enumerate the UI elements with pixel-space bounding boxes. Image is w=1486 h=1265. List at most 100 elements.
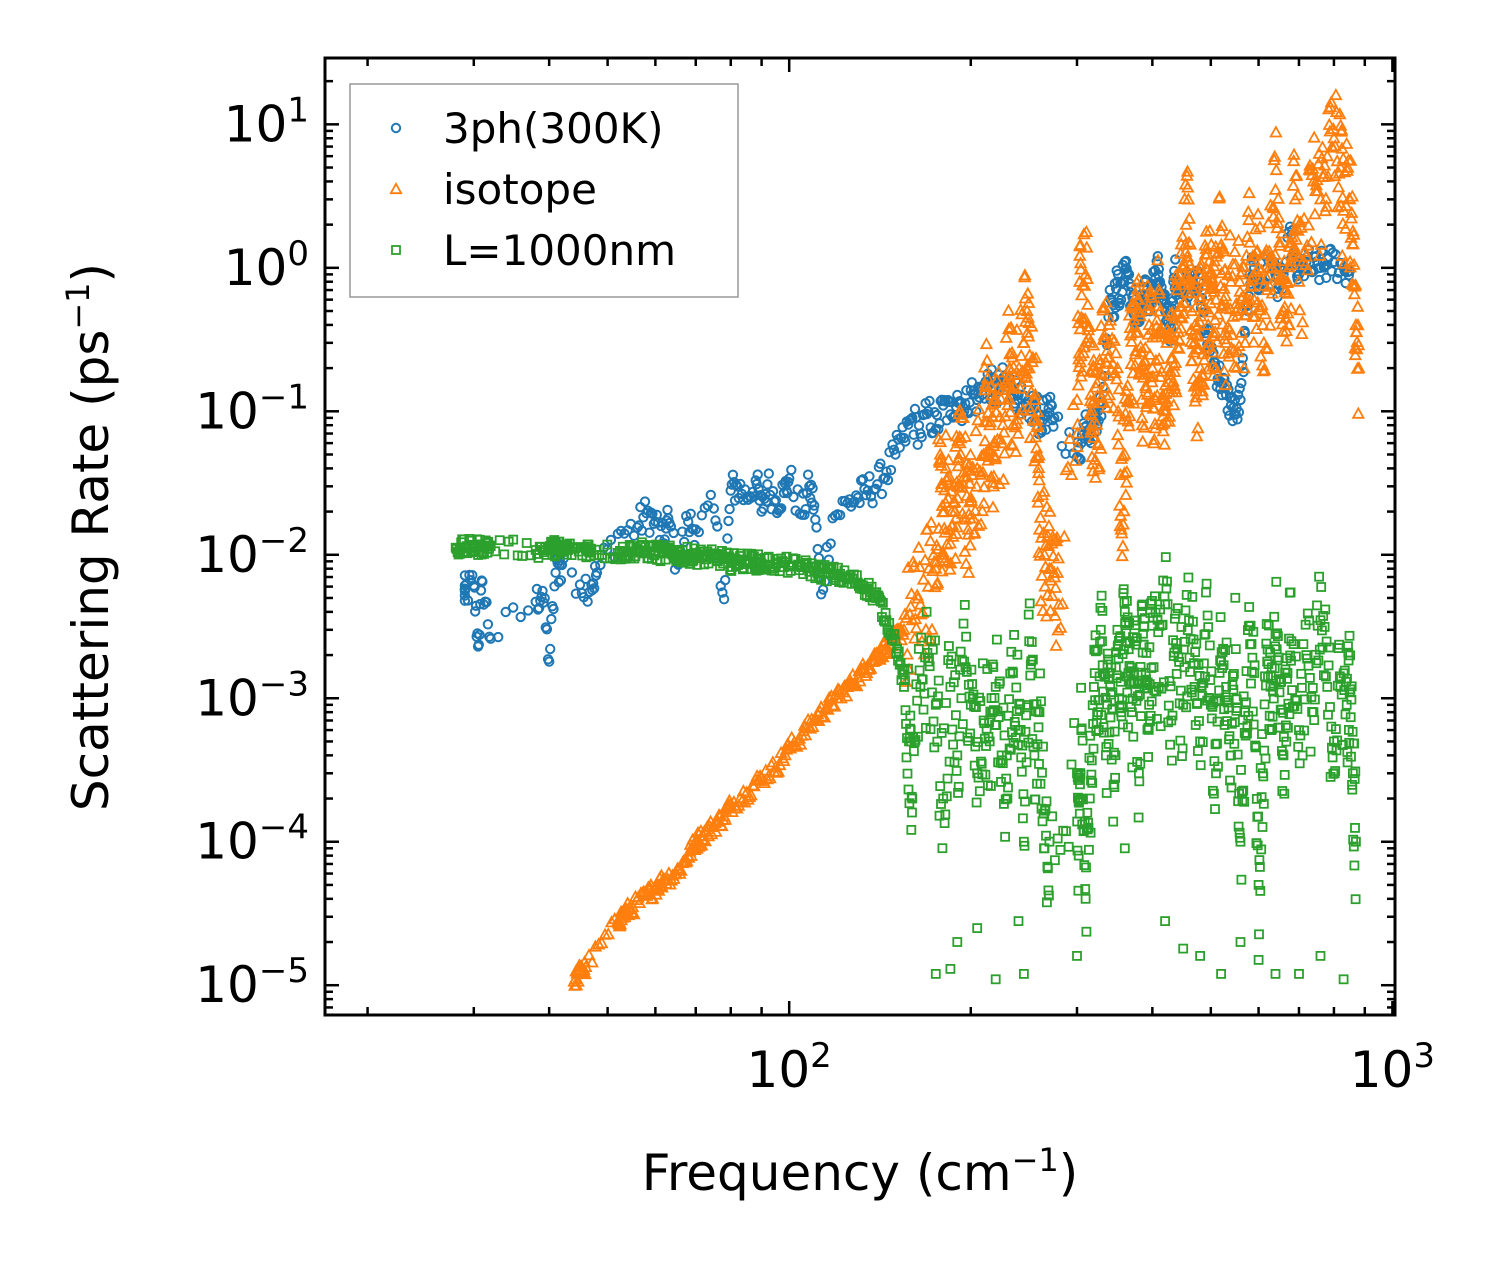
series-boundary-point — [1310, 694, 1320, 705]
series-isotope-point — [1280, 274, 1295, 287]
series-isotope-point — [1259, 340, 1273, 354]
series-isotope-point — [1231, 345, 1245, 358]
legend-marker-2 — [391, 245, 401, 255]
series-3ph-point — [1233, 407, 1245, 418]
series-isotope-point — [1090, 376, 1104, 389]
series-isotope-point — [1219, 335, 1233, 348]
series-boundary-point — [998, 702, 1009, 713]
series-boundary-point — [935, 781, 946, 791]
series-isotope-point — [975, 503, 990, 517]
series-isotope-point — [1216, 244, 1231, 257]
series-isotope-point — [1128, 358, 1142, 371]
series-boundary-point — [499, 549, 510, 560]
series-boundary-point — [1086, 775, 1096, 786]
series-isotope-point — [968, 503, 983, 516]
series-3ph-point — [809, 500, 820, 511]
series-boundary-point — [1269, 611, 1280, 622]
series-isotope-point — [1032, 473, 1047, 486]
series-isotope-point — [1335, 248, 1350, 261]
series-isotope-point — [571, 974, 585, 987]
series-isotope-point — [1271, 210, 1286, 223]
series-isotope-point — [1042, 518, 1056, 532]
series-boundary-point — [1170, 613, 1180, 624]
series-isotope-point — [977, 496, 991, 509]
series-isotope-point — [1130, 282, 1145, 295]
series-boundary-point — [937, 843, 948, 854]
series-boundary-point — [1230, 592, 1241, 603]
series-isotope-point — [956, 410, 971, 424]
series-boundary-point — [1016, 766, 1027, 777]
series-boundary-point — [1075, 769, 1086, 780]
series-boundary-point — [1099, 727, 1109, 738]
series-boundary-point — [1026, 656, 1037, 667]
series-isotope-point — [1180, 249, 1195, 262]
series-isotope-point — [924, 515, 938, 528]
series-isotope-point — [1009, 444, 1023, 457]
series-boundary-point — [1343, 641, 1353, 652]
series-isotope-point — [1208, 361, 1223, 374]
series-3ph-point — [544, 656, 555, 667]
series-isotope-point — [939, 428, 953, 441]
series-boundary-point — [763, 551, 774, 562]
series-isotope-point — [1075, 364, 1089, 377]
series-isotope-point — [1229, 360, 1244, 373]
series-boundary-point — [1201, 578, 1212, 589]
series-boundary-point — [1281, 720, 1291, 731]
series-boundary-point — [1194, 716, 1204, 726]
series-boundary-point — [952, 750, 963, 761]
series-boundary-point — [941, 791, 952, 802]
series-3ph-point — [508, 602, 519, 613]
series-boundary-point — [1274, 687, 1285, 698]
series-isotope-point — [1133, 309, 1148, 322]
series-boundary-point — [1283, 722, 1293, 733]
series-boundary-point — [1247, 706, 1258, 717]
legend-label-boundary: L=1000nm — [443, 226, 676, 275]
series-boundary-point — [1302, 608, 1313, 619]
series-isotope-point — [1018, 268, 1032, 281]
series-boundary-point — [1069, 718, 1080, 728]
series-isotope-point — [1191, 421, 1205, 434]
series-boundary-point — [1122, 596, 1132, 606]
series-isotope-point — [943, 562, 957, 575]
series-isotope-point — [577, 955, 592, 968]
series-isotope-point — [923, 533, 938, 547]
series-boundary-point — [1292, 704, 1303, 714]
series-isotope-point — [1142, 303, 1157, 316]
series-3ph-point — [587, 584, 598, 596]
series-isotope-point — [1347, 257, 1361, 270]
series-3ph-point — [531, 583, 543, 595]
series-isotope-point — [1192, 341, 1206, 354]
series-isotope-point — [1111, 437, 1126, 450]
series-boundary-point — [901, 752, 912, 763]
series-boundary-point — [1200, 629, 1211, 639]
series-3ph-point — [633, 520, 644, 531]
series-boundary-point — [1213, 761, 1223, 772]
series-isotope-point — [1262, 279, 1277, 292]
series-isotope-point — [1088, 452, 1102, 465]
series-boundary-point — [1044, 890, 1054, 901]
series-isotope-point — [997, 446, 1012, 459]
series-boundary-point — [906, 825, 917, 835]
series-isotope-point — [961, 565, 976, 578]
series-isotope-point — [1080, 271, 1095, 285]
series-boundary-point — [1145, 716, 1155, 727]
series-boundary-point — [990, 974, 1001, 985]
series-isotope-point — [1264, 249, 1279, 262]
series-isotope-point — [1287, 147, 1301, 160]
series-3ph-point — [677, 526, 688, 537]
series-isotope-point — [1175, 229, 1190, 242]
series-isotope-point — [943, 536, 958, 549]
series-boundary-point — [893, 646, 904, 657]
series-isotope-point — [1346, 237, 1360, 250]
series-boundary-point — [1225, 775, 1235, 786]
series-isotope-point — [1351, 406, 1366, 419]
series-boundary-point — [1248, 719, 1259, 730]
series-isotope-point — [1209, 292, 1223, 305]
series-boundary-point — [918, 704, 929, 715]
series-isotope-point — [1284, 301, 1298, 314]
series-isotope-point — [1282, 318, 1297, 331]
series-3ph-point — [515, 611, 526, 623]
series-boundary-point — [1282, 674, 1292, 684]
series-3ph-point — [1064, 427, 1075, 438]
series-isotope-point — [1049, 638, 1063, 651]
